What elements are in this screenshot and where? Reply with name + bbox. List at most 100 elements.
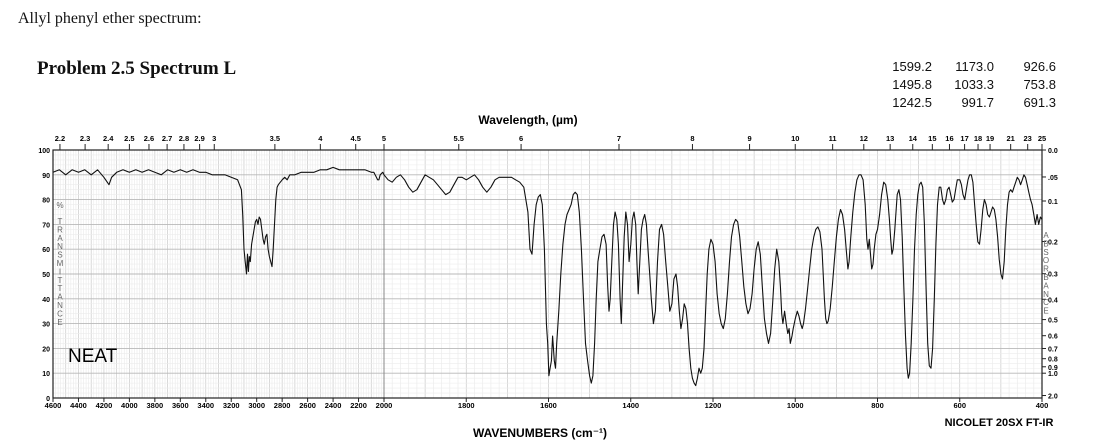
absorbance-axis-ticks: 0.0 .05 0.1 0.2 0.3 0.4 0.5 0.6 0.7 0.80.91.0 2.0 xyxy=(1042,148,1058,401)
y-axis-label-char: N xyxy=(57,301,63,310)
y-tick-label: 30 xyxy=(42,322,50,329)
wavelength-tick-label: 21 xyxy=(1006,134,1014,143)
wavelength-tick-label: 4 xyxy=(318,134,323,143)
x-tick-label: 3600 xyxy=(172,401,189,410)
x-tick-label: 1000 xyxy=(787,401,804,410)
wavelength-tick-label: 9 xyxy=(747,134,751,143)
sample-label: NEAT xyxy=(68,346,118,367)
wavelength-tick-label: 13 xyxy=(886,134,894,143)
wavelength-tick-label: 6 xyxy=(519,134,523,143)
caption: Allyl phenyl ether spectrum: xyxy=(18,10,202,27)
wavelength-tick-label: 2.5 xyxy=(124,134,134,143)
wavelength-tick-label: 18 xyxy=(974,134,982,143)
y-axis-label-char: M xyxy=(57,259,64,268)
wavelength-tick-label: 2.2 xyxy=(55,134,65,143)
y-tick-label: 40 xyxy=(42,297,50,304)
absorbance-tick-label: 0.2 xyxy=(1048,240,1058,247)
wavelength-tick-label: 5 xyxy=(382,134,386,143)
wavelength-tick-label: 2.6 xyxy=(144,134,154,143)
absorbance-tick-label: 0.6 xyxy=(1048,334,1058,341)
peak-value: 1173.0 xyxy=(955,59,994,74)
absorbance-tick-label: 0.8 xyxy=(1048,357,1058,364)
x-axis-ticks: 4600 4400 4200 4000 3800 3600 3400 3200 3000 2800… xyxy=(45,398,1049,410)
y-axis-label-char: T xyxy=(58,284,63,293)
x-tick-label: 4600 xyxy=(45,401,62,410)
y-tick-label: 20 xyxy=(42,346,50,353)
y-axis-label-char: I xyxy=(59,267,61,276)
absorbance-axis-label-char: E xyxy=(1043,307,1048,316)
wavelength-tick-label: 10 xyxy=(791,134,799,143)
wavelength-tick-label: 2.8 xyxy=(179,134,189,143)
absorbance-tick-label: .05 xyxy=(1048,175,1058,182)
peak-value: 1033.3 xyxy=(954,77,994,92)
x-tick-label: 4200 xyxy=(96,401,113,410)
absorbance-tick-label: 0.1 xyxy=(1048,199,1058,206)
wavelength-tick-label: 17 xyxy=(960,134,968,143)
peak-value: 1242.5 xyxy=(892,95,932,110)
wavelength-tick-label: 2.9 xyxy=(194,134,204,143)
x-tick-label: 3800 xyxy=(147,401,164,410)
y-tick-label: 80 xyxy=(42,198,50,205)
chart-grid xyxy=(52,149,1043,399)
y-tick-label: 0 xyxy=(46,396,50,403)
absorbance-tick-label: 0.9 xyxy=(1048,365,1058,372)
x-tick-label: 2200 xyxy=(350,401,367,410)
absorbance-axis-label-char: O xyxy=(1043,256,1049,265)
x-tick-label: 400 xyxy=(1036,401,1049,410)
problem-title: Problem 2.5 Spectrum L xyxy=(37,58,237,79)
absorbance-tick-label: 2.0 xyxy=(1048,394,1058,401)
absorbance-axis-label-char: R xyxy=(1043,265,1049,274)
wavelength-tick-label: 25 xyxy=(1038,134,1046,143)
absorbance-tick-label: 0.4 xyxy=(1048,297,1058,304)
x-tick-label: 3000 xyxy=(248,401,265,410)
peak-table-row: 1599.2 1173.0 926.6 xyxy=(878,58,1064,76)
y-tick-label: 60 xyxy=(42,247,50,254)
peak-value: 1495.8 xyxy=(892,77,932,92)
absorbance-axis-label-char: A xyxy=(1043,231,1049,240)
wavelength-axis-label: Wavelength, (µm) xyxy=(478,113,577,127)
wavelength-tick-label: 14 xyxy=(909,134,918,143)
wavelength-tick-label: 23 xyxy=(1024,134,1032,143)
absorbance-axis-label-char: B xyxy=(1043,273,1048,282)
wavelength-tick-label: 19 xyxy=(986,134,994,143)
x-tick-label: 4400 xyxy=(70,401,87,410)
wavelength-tick-label: 8 xyxy=(690,134,694,143)
absorbance-axis-label-char: S xyxy=(1043,248,1048,257)
peak-table-row: 1495.8 1033.3 753.8 xyxy=(878,76,1064,94)
absorbance-tick-label: 0.3 xyxy=(1048,272,1058,279)
x-tick-label: 800 xyxy=(871,401,884,410)
y-tick-label: 50 xyxy=(42,272,50,279)
wavelength-axis-ticks: 2.2 2.3 2.4 2.5 2.6 2.7 2.8 2.9 3 3.5 4 4.5 5 5.5 6 7 8 9… xyxy=(55,134,1046,150)
wavelength-tick-label: 2.3 xyxy=(80,134,90,143)
y-axis-label-char: T xyxy=(58,276,63,285)
instrument-label: NICOLET 20SX FT-IR xyxy=(945,417,1054,429)
y-tick-label: 90 xyxy=(42,173,50,180)
x-tick-label: 1600 xyxy=(540,401,557,410)
wavelength-tick-label: 2.7 xyxy=(162,134,172,143)
wavelength-tick-label: 3 xyxy=(212,134,216,143)
wavelength-tick-label: 16 xyxy=(945,134,953,143)
y-axis-label-char: A xyxy=(57,293,63,302)
peak-value: 1599.2 xyxy=(892,59,932,74)
absorbance-axis-label-char: C xyxy=(1043,298,1049,307)
y-axis-label-char: R xyxy=(57,225,63,234)
absorbance-tick-label: 0.7 xyxy=(1048,347,1058,354)
x-axis-label: WAVENUMBERS (cm⁻¹) xyxy=(473,426,607,440)
x-tick-label: 2600 xyxy=(299,401,316,410)
wavelength-tick-label: 4.5 xyxy=(350,134,360,143)
x-tick-label: 1800 xyxy=(458,401,475,410)
peak-value: 753.8 xyxy=(1023,77,1056,92)
wavelength-tick-label: 7 xyxy=(617,134,621,143)
x-tick-label: 1200 xyxy=(705,401,722,410)
peak-value: 991.7 xyxy=(961,95,994,110)
y-tick-label: 100 xyxy=(38,148,50,155)
spectrum-series xyxy=(52,166,1043,387)
absorbance-axis-label-char: N xyxy=(1043,290,1049,299)
wavelength-tick-label: 11 xyxy=(829,134,837,143)
x-tick-label: 2400 xyxy=(325,401,342,410)
y-axis-label-char: S xyxy=(57,251,62,260)
y-axis-label-char: E xyxy=(57,318,62,327)
